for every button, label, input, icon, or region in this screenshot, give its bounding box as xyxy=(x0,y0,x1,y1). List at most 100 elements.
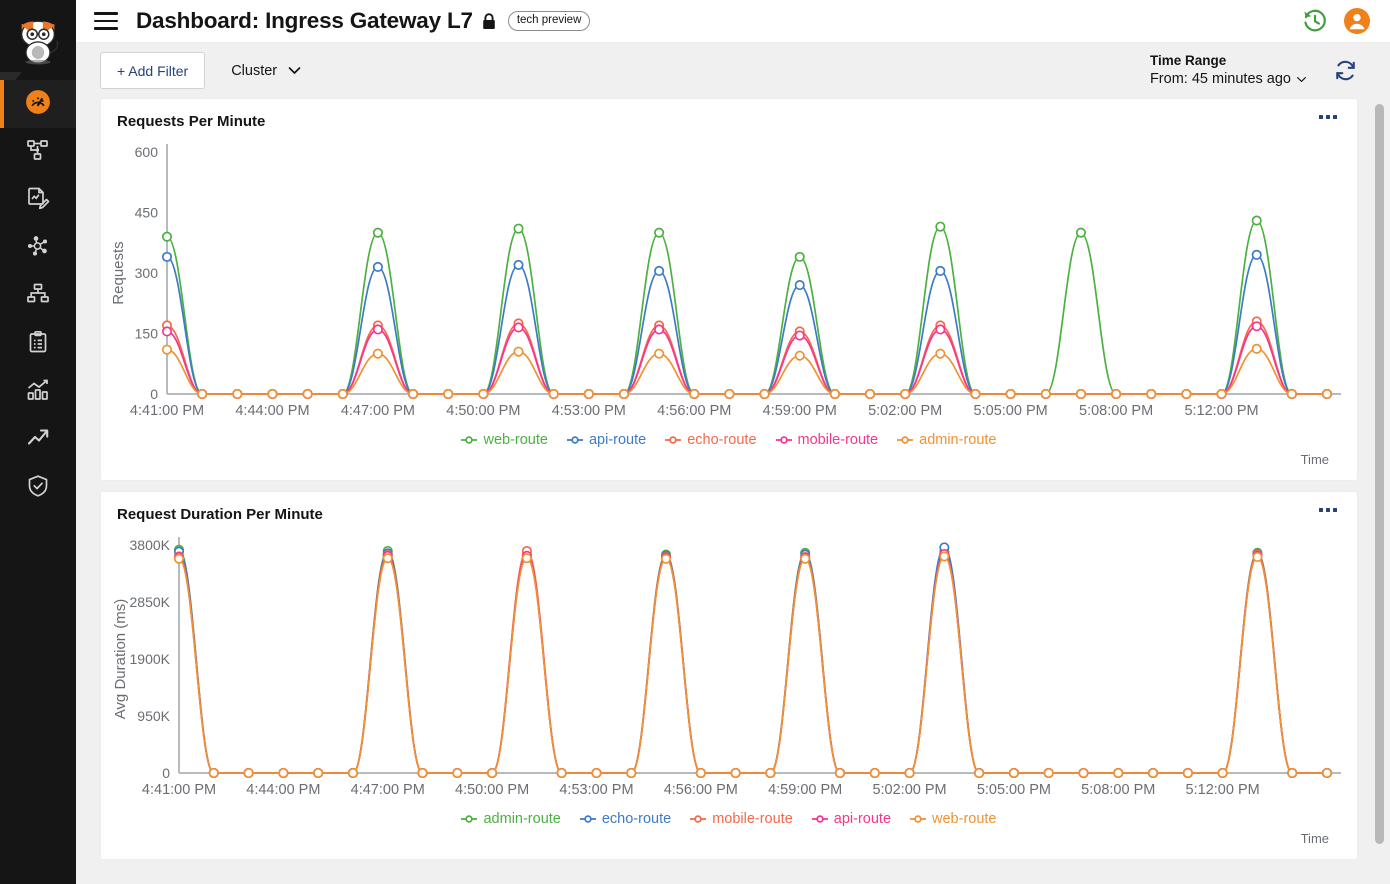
legend-item-web-route[interactable]: web-route xyxy=(461,432,548,448)
chart-legend: web-route api-route echo-route mobile-route… xyxy=(101,430,1357,452)
legend-item-echo-route[interactable]: echo-route xyxy=(665,432,757,448)
svg-text:5:08:00 PM: 5:08:00 PM xyxy=(1079,403,1153,419)
chart-plot-area: 0 150 300 450 600 4:41:00 PM 4:44:00 PM 4:47:00… xyxy=(110,144,1341,419)
legend-marker-icon xyxy=(910,815,927,823)
legend-item-web-route[interactable]: web-route xyxy=(910,811,997,827)
history-clock-icon[interactable] xyxy=(1302,8,1328,34)
sidebar-item-overview[interactable] xyxy=(0,80,76,128)
card-actions-kebab-icon[interactable] xyxy=(1315,113,1341,121)
legend-marker-icon xyxy=(665,436,682,444)
sidebar-item-graph[interactable] xyxy=(0,128,76,176)
svg-text:4:44:00 PM: 4:44:00 PM xyxy=(246,782,320,798)
sidebar-item-metrics[interactable] xyxy=(0,368,76,416)
legend-item-api-route[interactable]: api-route xyxy=(566,432,647,448)
sidebar-item-workloads[interactable] xyxy=(0,272,76,320)
add-filter-button[interactable]: + Add Filter xyxy=(100,52,206,89)
dashboard-icon xyxy=(25,89,51,120)
chevron-down-icon xyxy=(288,63,301,79)
svg-text:950K: 950K xyxy=(137,708,170,724)
sidebar xyxy=(0,0,76,884)
time-range-select[interactable]: From: 45 minutes ago xyxy=(1150,70,1307,89)
svg-text:0: 0 xyxy=(150,386,158,402)
legend-item-admin-route[interactable]: admin-route xyxy=(461,811,561,827)
scrollbar-thumb[interactable] xyxy=(1375,104,1384,844)
svg-text:5:12:00 PM: 5:12:00 PM xyxy=(1184,403,1258,419)
svg-text:5:02:00 PM: 5:02:00 PM xyxy=(872,782,946,798)
svg-text:150: 150 xyxy=(135,326,159,342)
svg-text:4:44:00 PM: 4:44:00 PM xyxy=(235,403,309,419)
card-header: Requests Per Minute xyxy=(101,99,1357,130)
legend-label: mobile-route xyxy=(712,811,793,827)
legend-marker-icon xyxy=(897,436,914,444)
x-axis-caption: Time xyxy=(1300,452,1329,467)
topology-graph-icon xyxy=(26,138,50,167)
dashboard-content: Requests Per Minute 0 150 300 450 600 4:41:00… xyxy=(76,98,1390,884)
main-region: Dashboard: Ingress Gateway L7 tech previ… xyxy=(76,0,1390,884)
svg-text:4:47:00 PM: 4:47:00 PM xyxy=(341,403,415,419)
kiali-cat-logo[interactable] xyxy=(0,0,76,80)
cluster-select-label: Cluster xyxy=(231,62,278,79)
svg-text:4:53:00 PM: 4:53:00 PM xyxy=(559,782,633,798)
sidebar-item-mesh[interactable] xyxy=(0,224,76,272)
svg-text:2850K: 2850K xyxy=(130,594,171,610)
legend-label: api-route xyxy=(833,811,892,827)
svg-text:1900K: 1900K xyxy=(130,651,171,667)
legend-item-admin-route[interactable]: admin-route xyxy=(897,432,997,448)
legend-item-mobile-route[interactable]: mobile-route xyxy=(775,432,878,448)
clipboard-list-icon xyxy=(26,330,50,359)
legend-marker-icon xyxy=(566,436,583,444)
svg-text:4:50:00 PM: 4:50:00 PM xyxy=(455,782,529,798)
sidebar-item-istio-config[interactable] xyxy=(0,176,76,224)
page-title: Dashboard: Ingress Gateway L7 xyxy=(136,8,473,33)
x-axis-caption: Time xyxy=(1300,831,1329,846)
card-header: Request Duration Per Minute xyxy=(101,492,1357,523)
legend-item-api-route[interactable]: api-route xyxy=(811,811,892,827)
legend-item-mobile-route[interactable]: mobile-route xyxy=(690,811,793,827)
time-range-value: From: 45 minutes ago xyxy=(1149,70,1291,87)
svg-text:600: 600 xyxy=(135,144,159,160)
card-title: Request Duration Per Minute xyxy=(117,506,323,523)
svg-text:4:59:00 PM: 4:59:00 PM xyxy=(763,403,837,419)
filter-toolbar: + Add Filter Cluster Time Range From: 45… xyxy=(76,43,1390,98)
legend-marker-icon xyxy=(461,815,478,823)
masthead: Dashboard: Ingress Gateway L7 tech previ… xyxy=(76,0,1390,43)
sitemap-icon xyxy=(26,282,50,311)
shield-check-icon xyxy=(26,474,50,503)
lock-icon xyxy=(482,12,496,30)
legend-label: admin-route xyxy=(483,811,561,827)
svg-text:5:05:00 PM: 5:05:00 PM xyxy=(977,782,1051,798)
legend-marker-icon xyxy=(690,815,707,823)
chevron-down-icon xyxy=(1296,70,1307,89)
legend-item-echo-route[interactable]: echo-route xyxy=(579,811,671,827)
legend-label: echo-route xyxy=(687,432,757,448)
sidebar-item-validations[interactable] xyxy=(0,320,76,368)
chart-request-duration-per-minute: 0 950K 1900K 2850K 3800K 4:41:00 PM 4:44:00 PM… xyxy=(101,523,1357,809)
cluster-select[interactable]: Cluster xyxy=(231,52,301,89)
card-title: Requests Per Minute xyxy=(117,113,266,130)
svg-text:4:53:00 PM: 4:53:00 PM xyxy=(552,403,626,419)
svg-text:5:05:00 PM: 5:05:00 PM xyxy=(974,403,1048,419)
legend-label: web-route xyxy=(932,811,997,827)
chart-requests-per-minute: 0 150 300 450 600 4:41:00 PM 4:44:00 PM 4:47:00… xyxy=(101,130,1357,430)
refresh-button[interactable] xyxy=(1333,58,1358,83)
svg-text:4:47:00 PM: 4:47:00 PM xyxy=(351,782,425,798)
user-avatar-icon[interactable] xyxy=(1344,8,1370,34)
svg-text:0: 0 xyxy=(162,765,170,781)
sidebar-item-traffic-trends[interactable] xyxy=(0,416,76,464)
svg-text:4:50:00 PM: 4:50:00 PM xyxy=(446,403,520,419)
svg-text:5:02:00 PM: 5:02:00 PM xyxy=(868,403,942,419)
sidebar-item-security[interactable] xyxy=(0,464,76,512)
masthead-actions xyxy=(1302,8,1378,34)
sidebar-nav xyxy=(0,80,76,512)
tech-preview-badge: tech preview xyxy=(507,11,591,31)
bar-chart-icon xyxy=(26,378,50,407)
card-request-duration-per-minute: Request Duration Per Minute 0 950K 1900K 28… xyxy=(100,491,1358,860)
legend-label: api-route xyxy=(588,432,647,448)
document-edit-icon xyxy=(26,186,50,215)
mesh-nodes-icon xyxy=(26,234,50,263)
hamburger-icon[interactable] xyxy=(94,8,120,34)
svg-text:4:56:00 PM: 4:56:00 PM xyxy=(664,782,738,798)
svg-text:Requests: Requests xyxy=(110,241,127,304)
card-actions-kebab-icon[interactable] xyxy=(1315,506,1341,514)
card-requests-per-minute: Requests Per Minute 0 150 300 450 600 4:41:00… xyxy=(100,98,1358,481)
